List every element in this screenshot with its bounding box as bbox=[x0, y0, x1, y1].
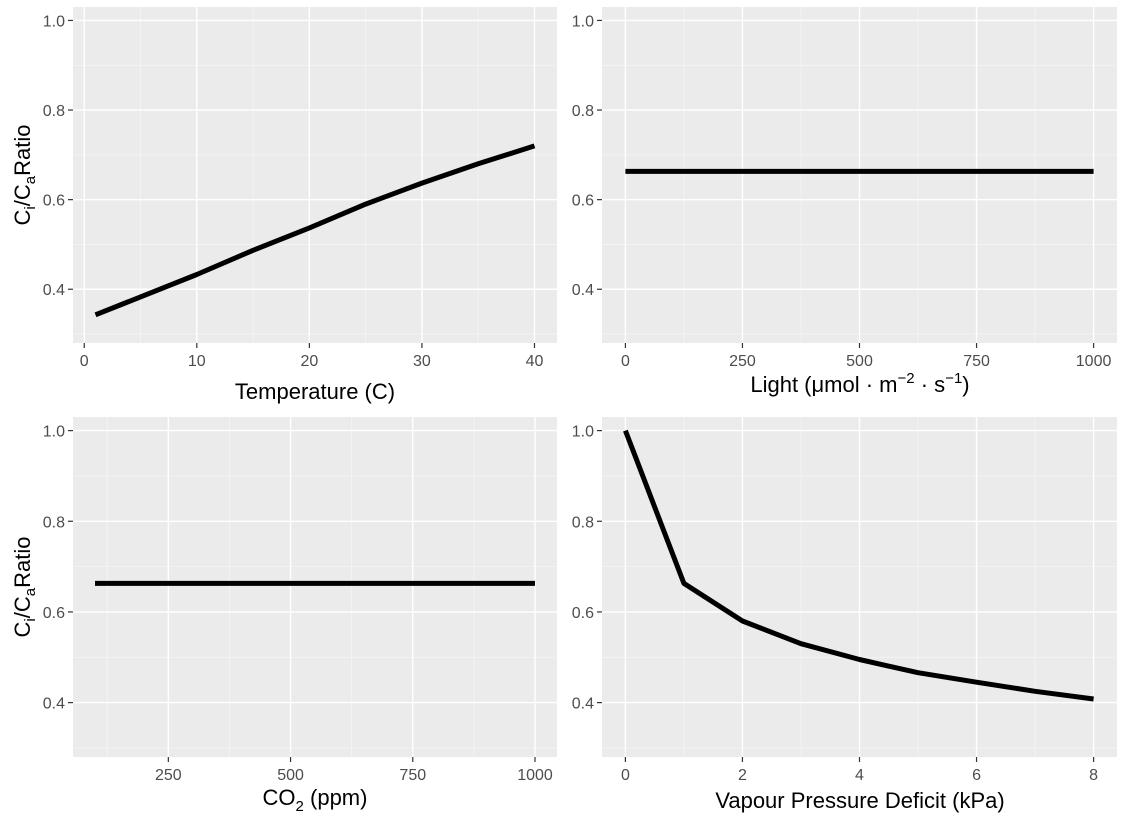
y-tick-label: 0.6 bbox=[43, 193, 65, 210]
y-tick-label: 0.4 bbox=[572, 696, 594, 713]
x-tick-label: 500 bbox=[277, 767, 304, 784]
x-tick-label: 2 bbox=[738, 767, 747, 784]
y-tick-label: 0.8 bbox=[43, 103, 65, 120]
y-tick-label: 1.0 bbox=[43, 13, 65, 30]
x-axis-title: Temperature (C) bbox=[235, 379, 395, 404]
x-tick-label: 0 bbox=[80, 353, 89, 370]
y-tick-label: 0.8 bbox=[43, 514, 65, 531]
panel-light: 0.4 0.6 0.8 1.0 0 250 500 750 1000 Light (μmol … bbox=[572, 7, 1117, 397]
panel-background bbox=[73, 417, 557, 757]
panel-temperature: 0.4 0.6 0.8 1.0 0 10 20 30 40 Temperature (C) C… bbox=[10, 7, 557, 404]
y-axis-title: Ci/CaRatio bbox=[10, 125, 39, 226]
x-axis-title: CO2 (ppm) bbox=[263, 785, 368, 815]
x-tick-label: 0 bbox=[621, 353, 630, 370]
x-tick-label: 0 bbox=[621, 767, 630, 784]
y-tick-label: 0.8 bbox=[572, 514, 594, 531]
y-tick-label: 0.4 bbox=[572, 282, 594, 299]
x-tick-label: 8 bbox=[1089, 767, 1098, 784]
x-tick-label: 250 bbox=[155, 767, 182, 784]
x-tick-label: 500 bbox=[846, 353, 873, 370]
x-tick-label: 6 bbox=[972, 767, 981, 784]
y-tick-label: 0.8 bbox=[572, 103, 594, 120]
x-tick-label: 1000 bbox=[517, 767, 553, 784]
x-tick-label: 750 bbox=[399, 767, 426, 784]
y-tick-label: 0.6 bbox=[572, 193, 594, 210]
x-tick-label: 4 bbox=[855, 767, 864, 784]
x-axis-title: Vapour Pressure Deficit (kPa) bbox=[715, 788, 1004, 813]
x-tick-label: 10 bbox=[188, 353, 206, 370]
series-line bbox=[94, 143, 536, 318]
x-tick-label: 30 bbox=[413, 353, 431, 370]
y-tick-label: 0.4 bbox=[43, 282, 65, 299]
y-axis-title: Ci/CaRatio bbox=[10, 537, 39, 638]
x-tick-label: 750 bbox=[963, 353, 990, 370]
x-axis-title: Light (μmol · m−2 · s−1) bbox=[750, 370, 969, 397]
series-line bbox=[623, 429, 1094, 702]
y-tick-label: 0.6 bbox=[43, 605, 65, 622]
y-tick-label: 0.6 bbox=[572, 605, 594, 622]
panel-vpd: 0.4 0.6 0.8 1.0 0 2 4 6 8 Vapour Pressure Defic… bbox=[572, 417, 1117, 813]
y-tick-label: 1.0 bbox=[572, 424, 594, 441]
y-tick-label: 1.0 bbox=[572, 13, 594, 30]
x-tick-label: 40 bbox=[526, 353, 544, 370]
x-tick-label: 1000 bbox=[1076, 353, 1112, 370]
y-tick-label: 0.4 bbox=[43, 696, 65, 713]
panel-background bbox=[73, 7, 557, 343]
x-tick-label: 250 bbox=[729, 353, 756, 370]
x-tick-label: 20 bbox=[300, 353, 318, 370]
panel-co2: 0.4 0.6 0.8 1.0 250 500 750 1000 CO2 (ppm) Ci/… bbox=[10, 417, 557, 815]
y-tick-label: 1.0 bbox=[43, 424, 65, 441]
